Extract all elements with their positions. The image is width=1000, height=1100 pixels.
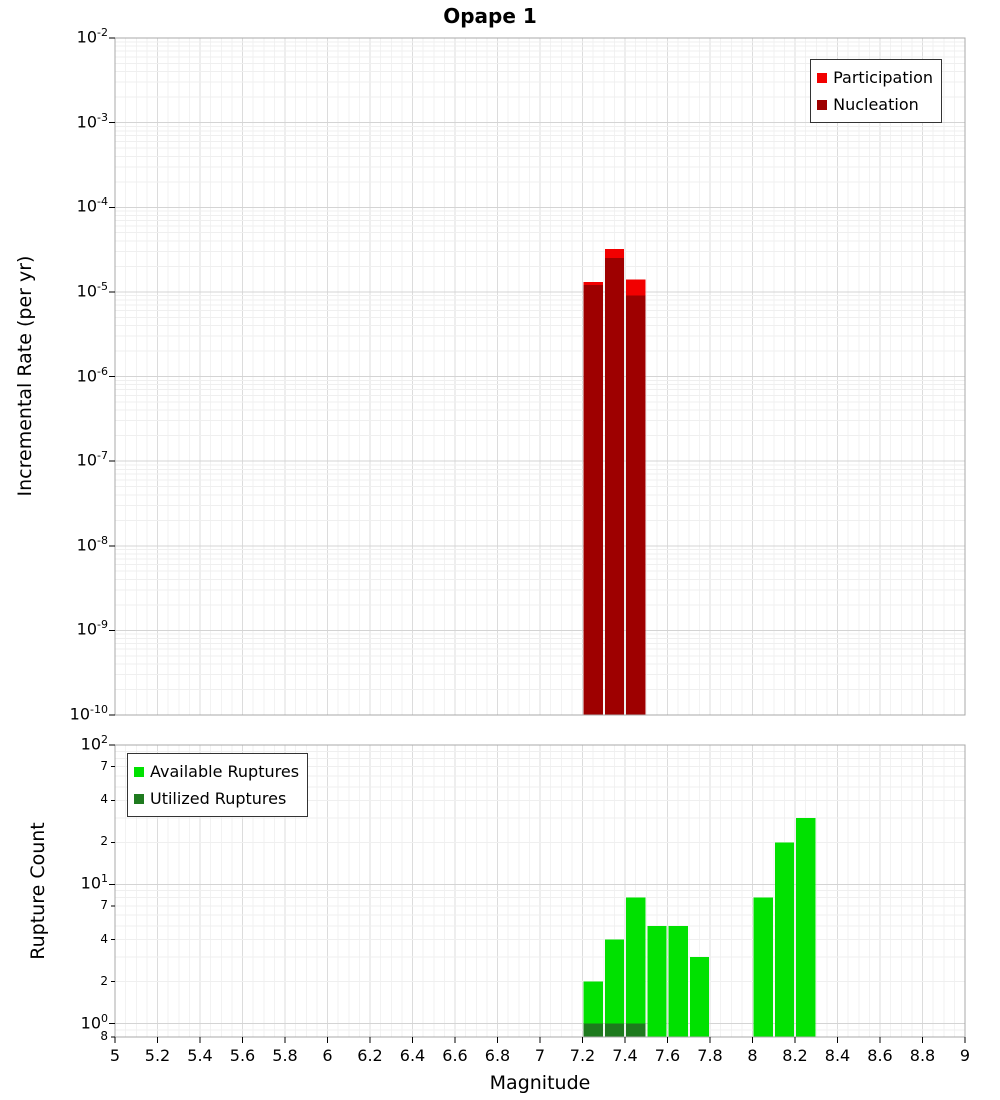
legend-row-available: Available Ruptures (134, 758, 299, 785)
y-minor-tick-label: 8 (100, 1029, 108, 1043)
x-tick-label: 5.2 (144, 1046, 171, 1065)
y-tick-label: 10-7 (76, 449, 108, 470)
x-tick-label: 7 (534, 1046, 546, 1065)
utilized-ruptures-swatch-icon (134, 793, 144, 804)
legend-row-utilized: Utilized Ruptures (134, 785, 299, 812)
x-tick-label: 8.2 (782, 1046, 808, 1065)
y-tick-label: 10-5 (76, 279, 108, 301)
count-legend: Available Ruptures Utilized Ruptures (127, 753, 309, 817)
x-tick-label: 5.4 (187, 1046, 213, 1065)
bar-utilized-ruptures (583, 1023, 603, 1037)
y-tick-label: 10-9 (76, 618, 108, 639)
bar-available-ruptures (626, 897, 646, 1037)
bar-available-ruptures (796, 817, 816, 1037)
bar-utilized-ruptures (604, 1023, 624, 1037)
available-ruptures-swatch-icon (134, 766, 144, 777)
legend-label-available: Available Ruptures (150, 762, 300, 781)
bar-available-ruptures (604, 939, 624, 1037)
y-minor-tick-label: 2 (100, 973, 108, 988)
x-tick-label: 6.2 (357, 1046, 383, 1065)
y-tick-label: 10-2 (76, 26, 108, 47)
page-title: Opape 1 (443, 4, 537, 28)
x-tick-label: 6.8 (484, 1046, 511, 1065)
y-minor-tick-label: 4 (100, 792, 108, 807)
x-tick-label: 7.6 (654, 1046, 681, 1065)
x-tick-label: 5.8 (272, 1046, 298, 1065)
x-tick-label: 9 (959, 1046, 971, 1065)
legend-label-utilized: Utilized Ruptures (150, 789, 287, 808)
bar-nucleation (604, 258, 624, 715)
x-tick-label: 7.2 (569, 1046, 596, 1065)
participation-swatch-icon (817, 72, 828, 83)
legend-label-nucleation: Nucleation (833, 95, 919, 114)
rate-y-axis-label: Incremental Rate (per yr) (14, 255, 36, 497)
bar-available-ruptures (668, 926, 688, 1037)
legend-label-participation: Participation (833, 68, 933, 87)
x-tick-label: 8 (747, 1046, 758, 1065)
bar-utilized-ruptures (626, 1023, 646, 1037)
bar-nucleation (583, 285, 603, 715)
y-minor-tick-label: 7 (100, 897, 108, 912)
y-tick-label: 102 (80, 733, 108, 754)
x-axis-label: Magnitude (489, 1072, 591, 1094)
legend-row-nucleation: Nucleation (817, 91, 933, 118)
bar-nucleation (626, 295, 646, 715)
y-tick-label: 100 (80, 1011, 108, 1032)
x-tick-label: 7.4 (612, 1046, 638, 1065)
y-minor-tick-label: 7 (100, 758, 108, 773)
nucleation-swatch-icon (817, 99, 828, 110)
bar-available-ruptures (774, 842, 794, 1037)
bar-available-ruptures (647, 926, 667, 1037)
bar-available-ruptures (689, 957, 709, 1037)
x-tick-label: 6 (322, 1046, 333, 1065)
y-tick-label: 10-4 (76, 195, 108, 216)
legend-row-participation: Participation (817, 64, 933, 91)
x-tick-label: 8.6 (867, 1046, 893, 1065)
x-tick-label: 5.6 (229, 1046, 256, 1065)
x-tick-label: 7.8 (697, 1046, 723, 1065)
bar-available-ruptures (753, 897, 773, 1037)
y-tick-label: 10-8 (76, 533, 108, 555)
y-tick-label: 10-6 (76, 364, 108, 385)
x-tick-label: 8.8 (909, 1046, 936, 1065)
y-tick-label: 101 (80, 872, 108, 893)
x-tick-label: 5 (109, 1046, 121, 1065)
y-minor-tick-label: 2 (100, 834, 108, 849)
rate-legend: Participation Nucleation (810, 59, 942, 123)
y-tick-label: 10-3 (76, 110, 108, 131)
x-tick-label: 6.6 (442, 1046, 468, 1065)
bar-available-ruptures (583, 981, 603, 1037)
y-tick-label: 10-10 (69, 703, 108, 724)
x-tick-label: 8.4 (824, 1046, 851, 1065)
count-y-axis-label: Rupture Count (27, 822, 49, 960)
x-tick-label: 6.4 (399, 1046, 426, 1065)
y-minor-tick-label: 4 (100, 931, 108, 946)
